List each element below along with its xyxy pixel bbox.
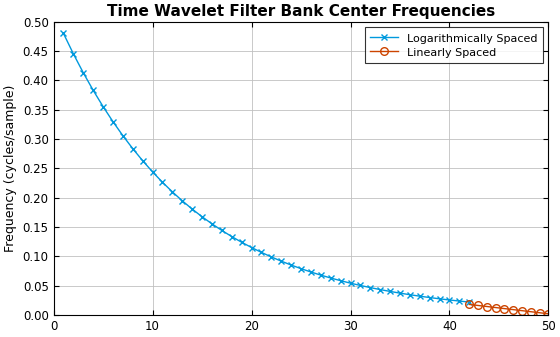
Linearly Spaced — [510, 308, 517, 312]
Title: Time Wavelet Filter Bank Center Frequencies: Time Wavelet Filter Bank Center Frequenc… — [107, 4, 495, 19]
Linearly Spaced — [536, 311, 543, 315]
Logarithmically Spaced — [328, 276, 334, 280]
Logarithmically Spaced — [426, 296, 433, 300]
Logarithmically Spaced — [387, 289, 394, 294]
Logarithmically Spaced — [357, 283, 364, 287]
Logarithmically Spaced — [298, 267, 305, 271]
Logarithmically Spaced — [119, 134, 126, 138]
Logarithmically Spaced — [100, 104, 106, 109]
Logarithmically Spaced — [60, 31, 67, 35]
Logarithmically Spaced — [466, 300, 473, 304]
Logarithmically Spaced — [179, 199, 185, 203]
Logarithmically Spaced — [238, 240, 245, 244]
Logarithmically Spaced — [407, 293, 413, 297]
Logarithmically Spaced — [278, 259, 284, 263]
Logarithmically Spaced — [80, 71, 87, 75]
Logarithmically Spaced — [417, 294, 423, 298]
Legend: Logarithmically Spaced, Linearly Spaced: Logarithmically Spaced, Linearly Spaced — [365, 27, 543, 63]
Logarithmically Spaced — [268, 255, 275, 259]
Logarithmically Spaced — [396, 291, 403, 295]
Logarithmically Spaced — [248, 245, 255, 249]
Logarithmically Spaced — [377, 287, 384, 292]
Logarithmically Spaced — [337, 279, 344, 283]
Logarithmically Spaced — [110, 120, 116, 124]
Linearly Spaced — [466, 302, 473, 306]
Logarithmically Spaced — [228, 235, 235, 239]
Logarithmically Spaced — [446, 298, 453, 302]
Logarithmically Spaced — [367, 285, 374, 289]
Logarithmically Spaced — [90, 88, 96, 92]
Logarithmically Spaced — [129, 147, 136, 151]
Linearly Spaced — [528, 310, 534, 314]
Linearly Spaced — [501, 307, 508, 311]
Linearly Spaced — [483, 304, 490, 308]
Logarithmically Spaced — [199, 215, 206, 219]
Logarithmically Spaced — [436, 297, 443, 301]
Logarithmically Spaced — [307, 270, 314, 274]
Linearly Spaced — [545, 312, 552, 316]
Logarithmically Spaced — [149, 170, 156, 174]
Line: Logarithmically Spaced: Logarithmically Spaced — [60, 30, 473, 305]
Line: Linearly Spaced: Linearly Spaced — [465, 301, 552, 317]
Linearly Spaced — [475, 303, 482, 307]
Logarithmically Spaced — [139, 159, 146, 163]
Logarithmically Spaced — [318, 273, 324, 277]
Linearly Spaced — [492, 306, 499, 310]
Logarithmically Spaced — [347, 281, 354, 285]
Logarithmically Spaced — [159, 180, 166, 184]
Logarithmically Spaced — [70, 52, 77, 56]
Logarithmically Spaced — [258, 250, 265, 254]
Logarithmically Spaced — [218, 228, 225, 233]
Logarithmically Spaced — [456, 299, 463, 303]
Logarithmically Spaced — [208, 222, 215, 226]
Logarithmically Spaced — [169, 190, 176, 194]
Y-axis label: Frequency (cycles/sample): Frequency (cycles/sample) — [4, 85, 17, 252]
Logarithmically Spaced — [189, 207, 195, 211]
Linearly Spaced — [519, 309, 525, 313]
Logarithmically Spaced — [288, 263, 295, 267]
